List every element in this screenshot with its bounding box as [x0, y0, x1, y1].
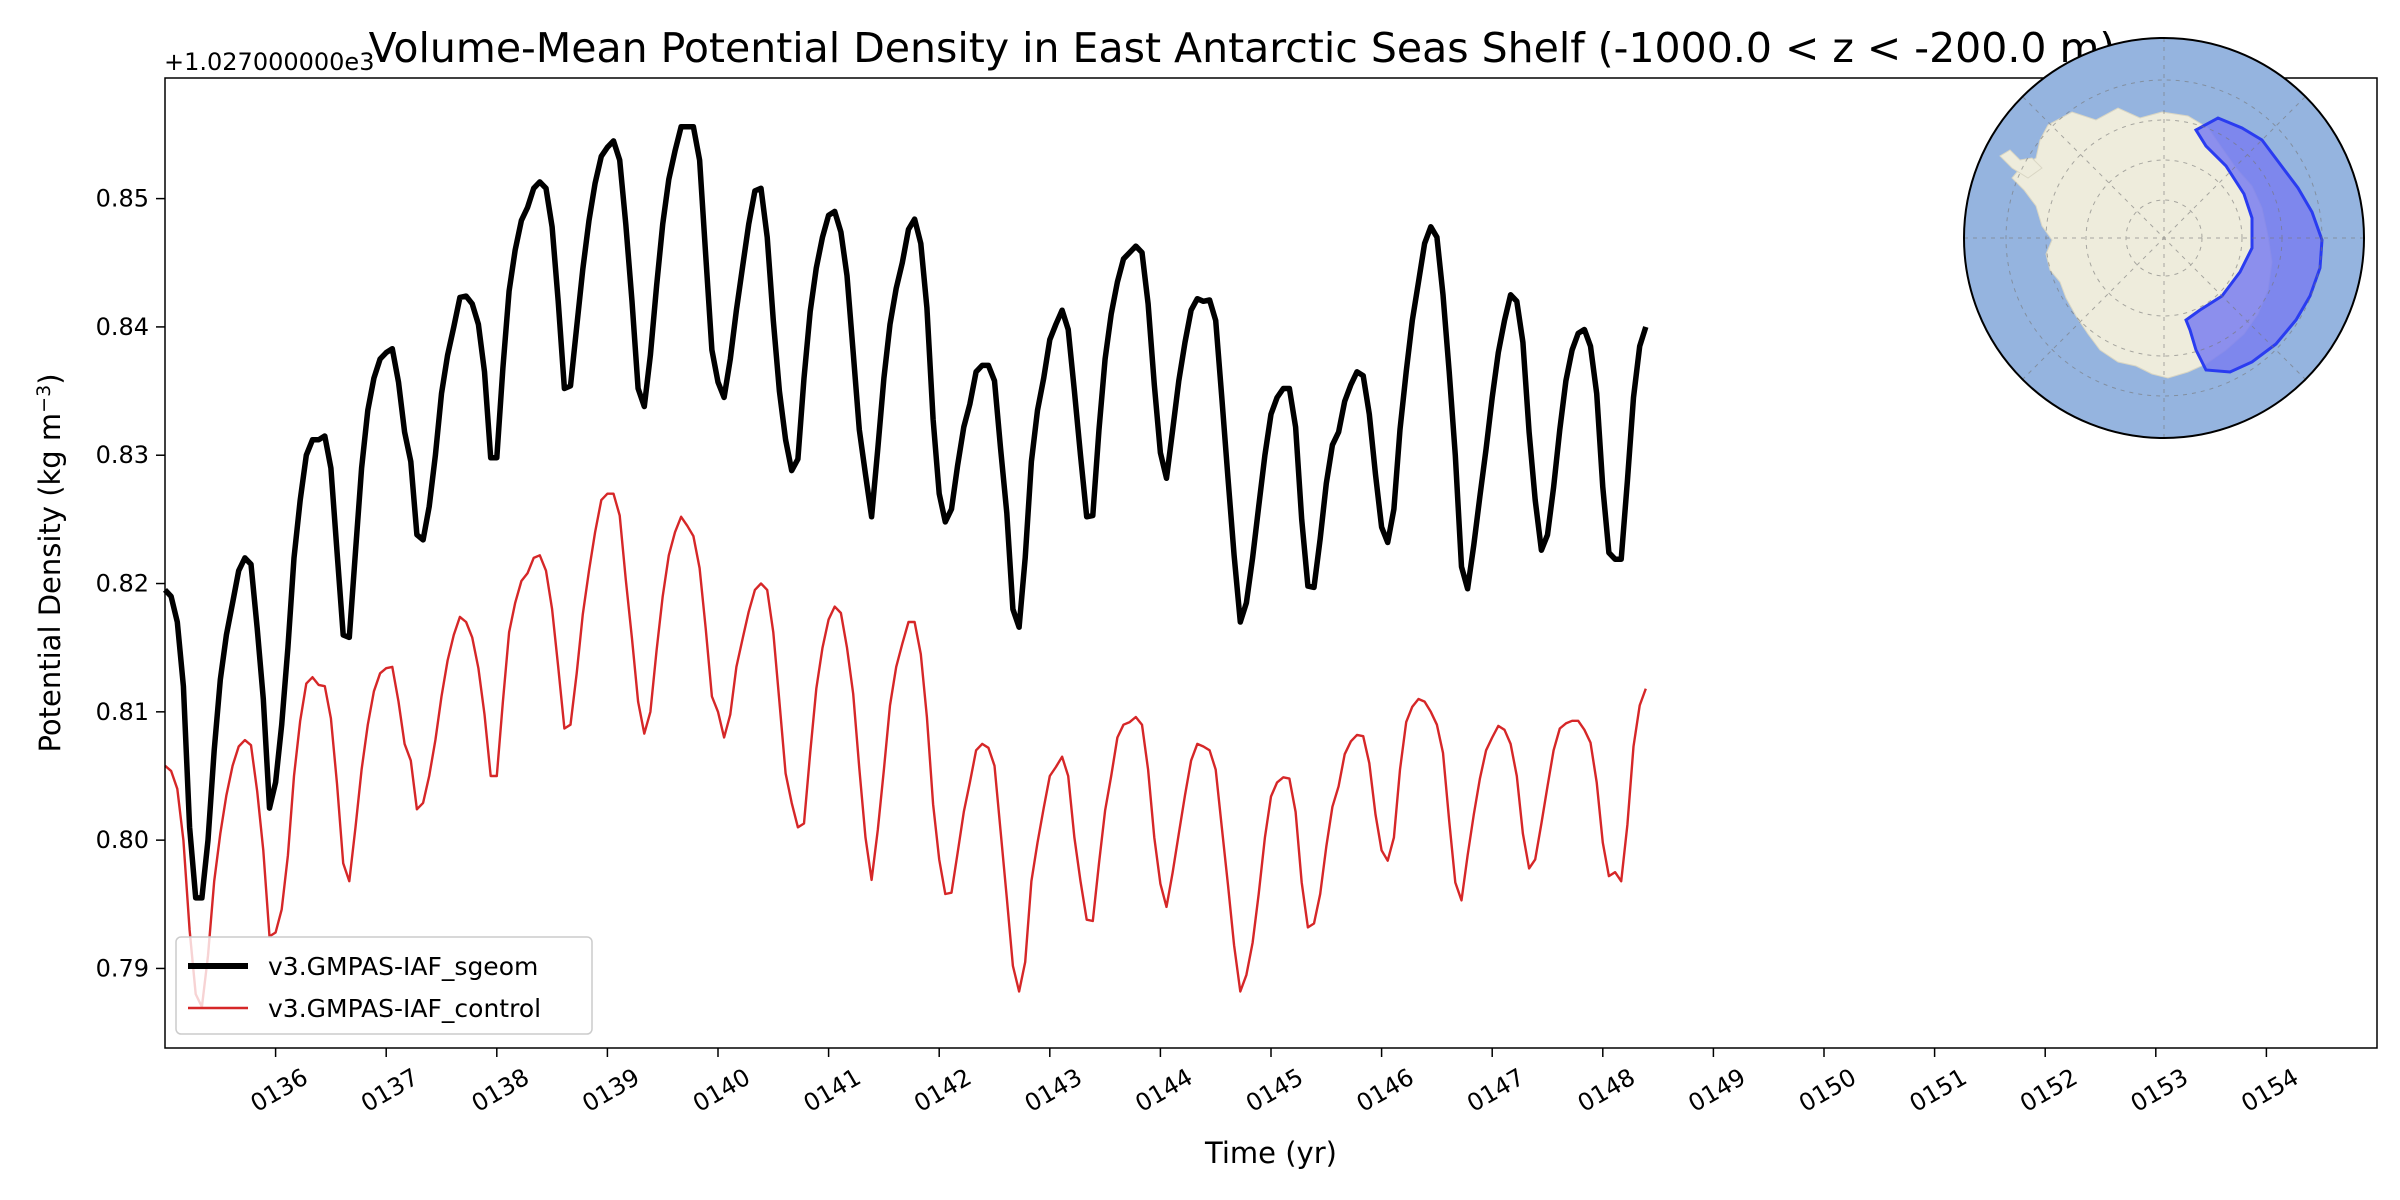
x-tick-label: 0153 [2126, 1063, 2193, 1118]
x-tick-label: 0142 [909, 1063, 976, 1118]
x-tick-label: 0154 [2237, 1063, 2304, 1118]
x-tick-label: 0147 [1462, 1063, 1529, 1118]
x-tick-label: 0146 [1352, 1063, 1419, 1118]
map-outline [1963, 37, 2365, 439]
y-tick-label: 0.80 [96, 826, 149, 854]
y-tick-label: 0.82 [96, 570, 149, 598]
x-tick-label: 0136 [246, 1063, 313, 1118]
y-axis-ticks: 0.79 0.80 0.81 0.82 0.83 0.84 0.85 [96, 185, 165, 982]
series-line-sgeom [162, 124, 1649, 901]
x-tick-label: 0152 [2015, 1063, 2082, 1118]
east-antarctic-shelf-region [2184, 116, 2324, 374]
map-graticule [1964, 38, 2364, 438]
x-tick-label: 0143 [1020, 1063, 1087, 1118]
y-axis-label-main: Potential Density (kg m [33, 413, 67, 753]
x-tick-label: 0149 [1684, 1063, 1751, 1118]
chart-title: Volume-Mean Potential Density in East An… [369, 24, 2116, 72]
x-tick-label: 0151 [1905, 1063, 1972, 1118]
y-tick-label: 0.81 [96, 698, 149, 726]
series-layer [162, 124, 1649, 1009]
y-axis-label-suffix: ) [33, 373, 67, 384]
y-axis-label-unit-exponent: −3 [33, 385, 55, 413]
y-tick-label: 0.84 [96, 313, 149, 341]
x-tick-label: 0145 [1241, 1063, 1308, 1118]
x-tick-label: 0137 [356, 1063, 423, 1118]
y-axis-offset-label: +1.027000000e3 [164, 48, 374, 76]
x-tick-label: 0150 [1794, 1063, 1861, 1118]
x-tick-label: 0144 [1131, 1063, 1198, 1118]
y-tick-label: 0.85 [96, 185, 149, 213]
series-line-control [164, 492, 1647, 1009]
inset-map-antarctica [1963, 37, 2365, 439]
y-tick-label: 0.83 [96, 441, 149, 469]
legend-label-sgeom: v3.GMPAS-IAF_sgeom [268, 952, 538, 981]
x-axis-ticks: 0136 0137 0138 0139 0140 0141 0142 0143 0144 0145… [246, 1048, 2304, 1118]
x-tick-label: 0148 [1573, 1063, 1640, 1118]
y-tick-label: 0.79 [96, 954, 149, 982]
legend-box [175, 936, 593, 1035]
x-tick-label: 0139 [578, 1063, 645, 1118]
x-axis-label: Time (yr) [1204, 1136, 1337, 1170]
x-tick-label: 0140 [688, 1063, 755, 1118]
x-tick-label: 0141 [799, 1063, 866, 1118]
legend: v3.GMPAS-IAF_sgeom v3.GMPAS-IAF_control [175, 936, 593, 1035]
antarctic-peninsula [1999, 149, 2043, 179]
y-axis-label: Potential Density (kg m−3) [33, 373, 67, 752]
legend-label-control: v3.GMPAS-IAF_control [268, 994, 541, 1023]
x-tick-label: 0138 [467, 1063, 534, 1118]
